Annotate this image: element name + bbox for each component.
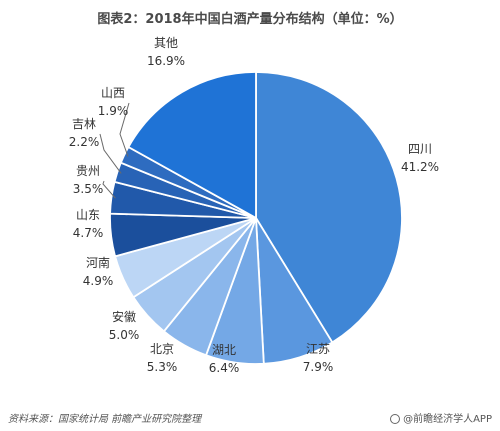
slice-value-label-7: 3.5% xyxy=(73,182,104,196)
source-note: 资料来源：国家统计局 前瞻产业研究院整理 xyxy=(8,414,202,425)
slice-name-label-4: 安徽 xyxy=(112,309,136,324)
chart-title: 图表2：2018年中国白酒产量分布结构（单位：%） xyxy=(97,12,403,27)
slice-name-label-7: 贵州 xyxy=(76,164,100,178)
slice-value-label-2: 6.4% xyxy=(209,361,240,375)
brand-text: @前瞻经济学人APP xyxy=(403,414,492,425)
slice-name-label-10: 其他 xyxy=(154,36,178,50)
slice-name-label-1: 江苏 xyxy=(306,342,330,356)
slice-value-label-0: 41.2% xyxy=(401,160,439,174)
slice-value-label-9: 1.9% xyxy=(98,104,129,118)
brand-credit: @前瞻经济学人APP xyxy=(390,410,492,425)
slice-labels: 四川 41.2% 江苏 7.9% 湖北 6.4% 北京 5.3% 安徽 5.0% 河南 4.9% 山东 4… xyxy=(69,36,439,375)
slice-value-label-6: 4.7% xyxy=(73,226,104,240)
slice-value-label-3: 5.3% xyxy=(147,360,178,374)
slice-value-label-10: 16.9% xyxy=(147,54,185,68)
slice-name-label-5: 河南 xyxy=(86,255,110,270)
slice-value-label-4: 5.0% xyxy=(109,328,140,342)
pie-slice-0 xyxy=(255,71,403,344)
slice-name-label-9: 山西 xyxy=(101,86,125,100)
slice-name-label-8: 吉林 xyxy=(72,117,96,131)
slice-name-label-6: 山东 xyxy=(76,208,100,222)
slice-value-label-8: 2.2% xyxy=(69,135,100,149)
leader-line-8 xyxy=(99,133,122,174)
slice-name-label-0: 四川 xyxy=(408,142,432,156)
label-leader-lines xyxy=(99,102,130,199)
slice-name-label-2: 湖北 xyxy=(212,342,236,357)
brand-logo-icon xyxy=(390,414,401,424)
slice-value-label-1: 7.9% xyxy=(303,360,334,374)
slice-value-label-5: 4.9% xyxy=(83,274,114,288)
pie-slice-10 xyxy=(127,71,257,220)
leader-line-7 xyxy=(102,180,116,199)
slice-name-label-3: 北京 xyxy=(150,342,174,356)
pie-slices xyxy=(109,71,403,365)
leader-line-9 xyxy=(119,102,130,157)
